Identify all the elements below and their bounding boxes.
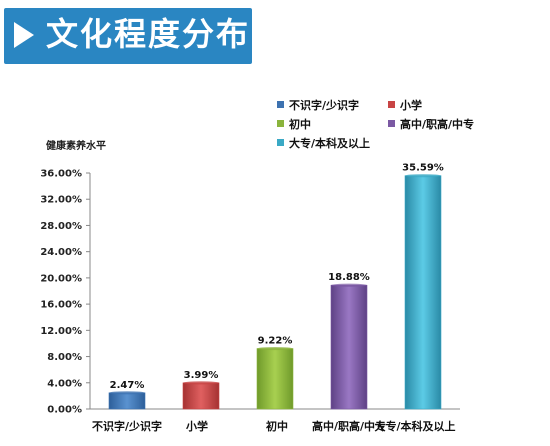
legend-label: 初中	[289, 117, 311, 131]
legend-swatch	[277, 139, 284, 146]
y-tick-label: 12.00%	[40, 326, 82, 337]
legend-swatch	[388, 120, 395, 127]
bar	[108, 392, 146, 410]
bar	[182, 382, 220, 410]
bar-cap	[257, 346, 293, 351]
data-label: 2.47%	[110, 380, 145, 391]
bar	[256, 348, 294, 410]
data-label: 3.99%	[184, 370, 219, 381]
bar-cap	[109, 391, 145, 395]
section-header	[4, 8, 252, 64]
legend-swatch	[277, 101, 284, 108]
x-tick-label: 高中/职高/中专	[312, 419, 386, 433]
data-label: 9.22%	[258, 336, 293, 347]
y-axis-label: 健康素养水平	[46, 139, 106, 152]
y-tick-label: 8.00%	[47, 352, 82, 363]
x-tick-label: 大专/本科及以上	[374, 419, 455, 433]
bar	[330, 284, 368, 410]
legend-swatch	[388, 101, 395, 108]
legend-swatch	[277, 120, 284, 127]
y-tick-label: 20.00%	[40, 273, 82, 284]
y-tick-label: 4.00%	[47, 378, 82, 389]
y-tick-label: 16.00%	[40, 300, 82, 311]
section-title: 文化程度分布	[46, 15, 251, 53]
play-arrow-icon	[14, 22, 34, 48]
x-tick-label: 小学	[185, 419, 208, 433]
bar-cap	[405, 174, 441, 178]
data-label: 18.88%	[328, 272, 370, 283]
y-tick-label: 24.00%	[40, 247, 82, 258]
legend-label: 高中/职高/中专	[400, 117, 474, 131]
bar-cap	[331, 283, 367, 287]
data-label: 35.59%	[402, 163, 444, 174]
y-tick-label: 32.00%	[40, 195, 82, 206]
y-tick-label: 0.00%	[47, 405, 82, 416]
x-tick-label: 不识字/少识字	[92, 419, 162, 433]
bar-cap	[183, 381, 219, 385]
x-tick-label: 初中	[266, 419, 288, 433]
y-tick-label: 36.00%	[40, 169, 82, 180]
legend-label: 大专/本科及以上	[289, 136, 370, 150]
legend-label: 小学	[399, 98, 422, 112]
legend-label: 不识字/少识字	[289, 98, 359, 112]
y-tick-label: 28.00%	[40, 221, 82, 232]
bar	[404, 175, 442, 410]
